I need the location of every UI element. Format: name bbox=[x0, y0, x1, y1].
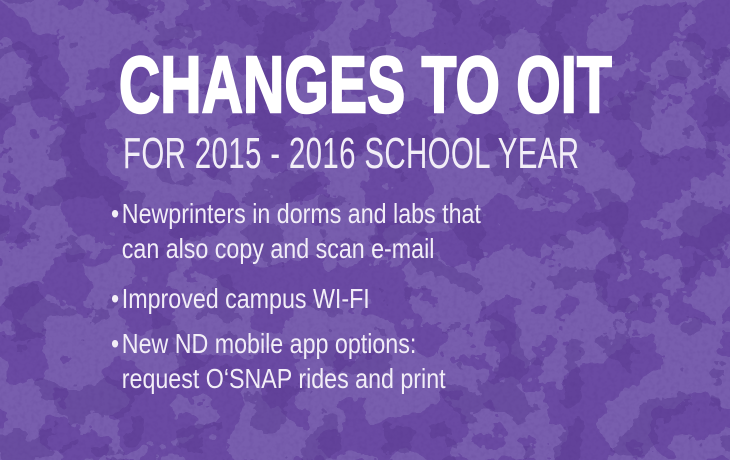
list-item-new-printers: • Newprinters in dorms and labs that can… bbox=[111, 196, 481, 266]
bullet-list: • Newprinters in dorms and labs that can… bbox=[111, 196, 481, 396]
page-subtitle: FOR 2015 - 2016 SCHOOL YEAR bbox=[123, 129, 580, 178]
bullet-line: Improved campus WI-FI bbox=[121, 283, 370, 314]
bullet-dot: • bbox=[111, 198, 120, 229]
bullet-text: Newprinters in dorms and labs that can a… bbox=[122, 196, 481, 266]
bullet-line: request O‘SNAP rides and print bbox=[121, 363, 446, 394]
bullet-line: Newprinters in dorms and labs that bbox=[121, 198, 481, 229]
bullet-text: Improved campus WI-FI bbox=[122, 281, 370, 316]
bullet-text: New ND mobile app options: request O‘SNA… bbox=[122, 326, 446, 396]
page-title: CHANGES TO OIT bbox=[118, 40, 613, 129]
list-item-mobile-app: • New ND mobile app options: request O‘S… bbox=[111, 326, 481, 396]
list-item-campus-wifi: • Improved campus WI-FI bbox=[111, 281, 481, 316]
bullet-line: New ND mobile app options: bbox=[121, 328, 417, 359]
bullet-line: can also copy and scan e-mail bbox=[121, 233, 435, 264]
bullet-dot: • bbox=[111, 283, 120, 314]
bullet-dot: • bbox=[111, 328, 120, 359]
